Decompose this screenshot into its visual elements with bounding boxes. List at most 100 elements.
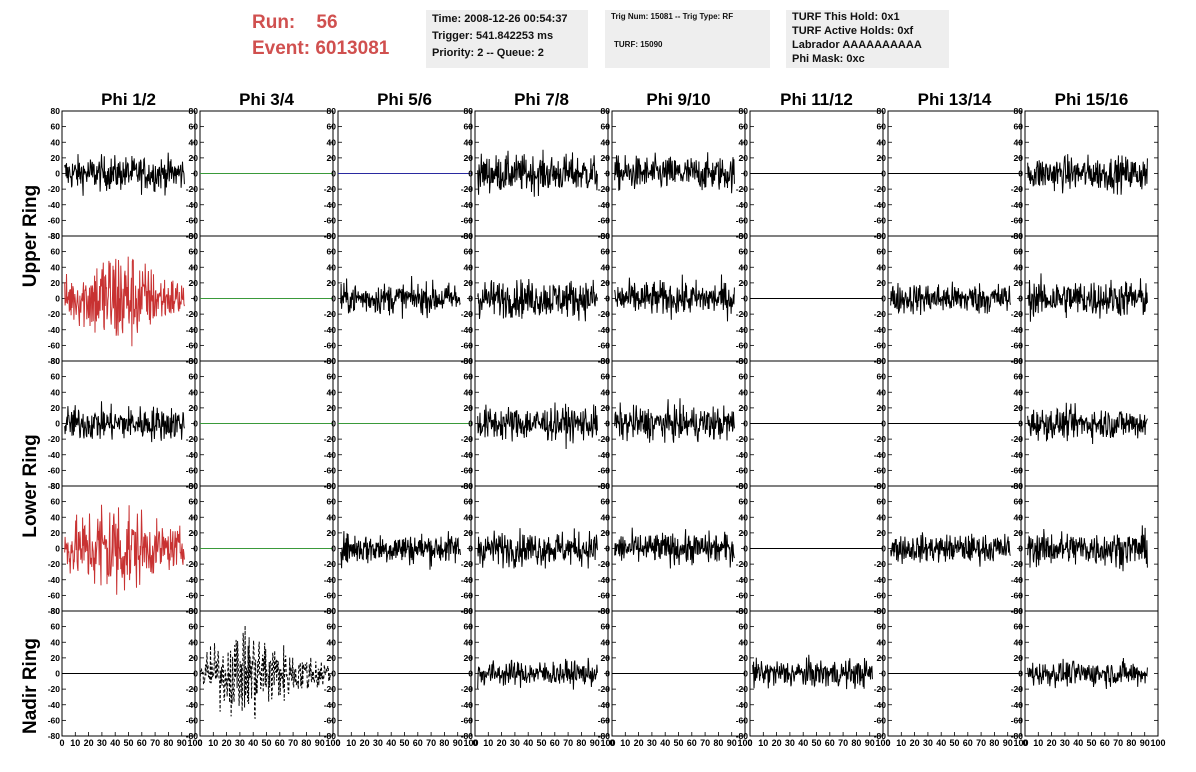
y-tick-label: 60 bbox=[877, 497, 887, 507]
y-tick-label: -80 bbox=[48, 356, 61, 366]
x-tick-label: 90 bbox=[453, 738, 463, 748]
x-tick-label: 100 bbox=[463, 738, 478, 748]
y-tick-label: -40 bbox=[48, 200, 61, 210]
y-tick-label: -40 bbox=[598, 700, 611, 710]
y-tick-label: -20 bbox=[736, 684, 749, 694]
y-tick-label: 40 bbox=[1014, 512, 1024, 522]
y-tick-label: 20 bbox=[51, 528, 61, 538]
y-tick-label: 0 bbox=[55, 169, 60, 179]
y-tick-label: 80 bbox=[877, 606, 887, 616]
x-tick-label: 40 bbox=[1073, 738, 1083, 748]
y-tick-label: 40 bbox=[51, 262, 61, 272]
y-tick-label: 20 bbox=[1014, 278, 1024, 288]
y-tick-label: -40 bbox=[736, 575, 749, 585]
x-tick-label: 80 bbox=[576, 738, 586, 748]
turf-active-text: TURF Active Holds: 0xf bbox=[792, 25, 914, 37]
waveform-trace bbox=[64, 504, 185, 595]
x-tick-label: 60 bbox=[413, 738, 423, 748]
y-tick-label: 0 bbox=[1018, 669, 1023, 679]
x-tick-label: 50 bbox=[261, 738, 271, 748]
y-tick-label: -20 bbox=[1011, 434, 1024, 444]
y-tick-label: 80 bbox=[51, 481, 61, 491]
x-tick-label: 80 bbox=[1126, 738, 1136, 748]
y-tick-label: -20 bbox=[736, 434, 749, 444]
y-tick-label: -60 bbox=[736, 465, 749, 475]
x-tick-label: 60 bbox=[275, 738, 285, 748]
y-tick-label: -40 bbox=[48, 700, 61, 710]
x-tick-label: 10 bbox=[758, 738, 768, 748]
run-event-header: Run: 56 Event: 6013081 bbox=[252, 10, 389, 62]
y-tick-label: 40 bbox=[464, 262, 474, 272]
y-tick-label: 60 bbox=[464, 372, 474, 382]
y-tick-label: 20 bbox=[1014, 528, 1024, 538]
x-tick-label: 100 bbox=[325, 738, 340, 748]
y-tick-label: -60 bbox=[874, 215, 887, 225]
y-tick-label: -20 bbox=[461, 309, 474, 319]
y-tick-label: -60 bbox=[324, 465, 337, 475]
x-tick-label: 70 bbox=[838, 738, 848, 748]
waveform-trace bbox=[477, 657, 598, 690]
y-tick-label: -40 bbox=[324, 325, 337, 335]
y-tick-label: 20 bbox=[327, 403, 337, 413]
y-tick-label: -20 bbox=[736, 184, 749, 194]
y-tick-label: 40 bbox=[877, 512, 887, 522]
y-tick-label: 80 bbox=[327, 606, 337, 616]
priority-text: Priority: 2 -- Queue: 2 bbox=[432, 47, 544, 59]
y-tick-label: 60 bbox=[877, 622, 887, 632]
y-tick-label: -60 bbox=[48, 340, 61, 350]
y-tick-label: 0 bbox=[605, 169, 610, 179]
y-tick-label: 60 bbox=[327, 247, 337, 257]
y-tick-label: 40 bbox=[877, 137, 887, 147]
x-tick-label: 0 bbox=[472, 738, 477, 748]
x-tick-label: 60 bbox=[137, 738, 147, 748]
x-tick-label: 30 bbox=[785, 738, 795, 748]
y-tick-label: 40 bbox=[601, 637, 611, 647]
y-tick-label: 40 bbox=[739, 137, 749, 147]
x-tick-label: 60 bbox=[963, 738, 973, 748]
ring-label: Lower Ring bbox=[20, 434, 41, 537]
x-tick-label: 90 bbox=[1003, 738, 1013, 748]
x-tick-label: 30 bbox=[373, 738, 383, 748]
x-tick-label: 60 bbox=[1100, 738, 1110, 748]
y-tick-label: 40 bbox=[601, 262, 611, 272]
y-tick-label: 0 bbox=[1018, 544, 1023, 554]
y-tick-label: 60 bbox=[1014, 622, 1024, 632]
y-tick-label: 40 bbox=[877, 637, 887, 647]
y-tick-label: 20 bbox=[51, 153, 61, 163]
y-tick-label: -60 bbox=[874, 590, 887, 600]
y-tick-label: 20 bbox=[189, 403, 199, 413]
x-tick-label: 30 bbox=[1060, 738, 1070, 748]
x-tick-label: 10 bbox=[483, 738, 493, 748]
y-tick-label: -40 bbox=[874, 450, 887, 460]
y-tick-label: -80 bbox=[1011, 731, 1024, 741]
x-tick-label: 40 bbox=[110, 738, 120, 748]
y-tick-label: -20 bbox=[324, 184, 337, 194]
waveform-trace bbox=[1027, 154, 1148, 195]
x-tick-label: 90 bbox=[315, 738, 325, 748]
y-tick-label: 60 bbox=[189, 497, 199, 507]
y-tick-label: -60 bbox=[736, 715, 749, 725]
y-tick-label: 20 bbox=[739, 403, 749, 413]
y-tick-label: 60 bbox=[1014, 372, 1024, 382]
y-tick-label: -40 bbox=[874, 700, 887, 710]
y-tick-label: -40 bbox=[1011, 325, 1024, 335]
y-tick-label: 80 bbox=[189, 481, 199, 491]
y-tick-label: -60 bbox=[1011, 715, 1024, 725]
y-tick-label: 80 bbox=[189, 106, 199, 116]
y-tick-label: 0 bbox=[468, 294, 473, 304]
y-tick-label: -20 bbox=[598, 684, 611, 694]
waveform-trace bbox=[477, 149, 598, 197]
y-tick-label: 80 bbox=[877, 106, 887, 116]
y-tick-label: 40 bbox=[1014, 137, 1024, 147]
x-tick-label: 0 bbox=[197, 738, 202, 748]
y-tick-label: -40 bbox=[1011, 700, 1024, 710]
y-tick-label: 20 bbox=[1014, 153, 1024, 163]
y-tick-label: 60 bbox=[464, 122, 474, 132]
y-tick-label: 40 bbox=[1014, 387, 1024, 397]
y-tick-label: -80 bbox=[874, 731, 887, 741]
y-tick-label: 0 bbox=[881, 419, 886, 429]
y-tick-label: -40 bbox=[324, 200, 337, 210]
y-tick-label: -20 bbox=[598, 309, 611, 319]
y-tick-label: -80 bbox=[186, 731, 199, 741]
y-tick-label: 20 bbox=[601, 153, 611, 163]
